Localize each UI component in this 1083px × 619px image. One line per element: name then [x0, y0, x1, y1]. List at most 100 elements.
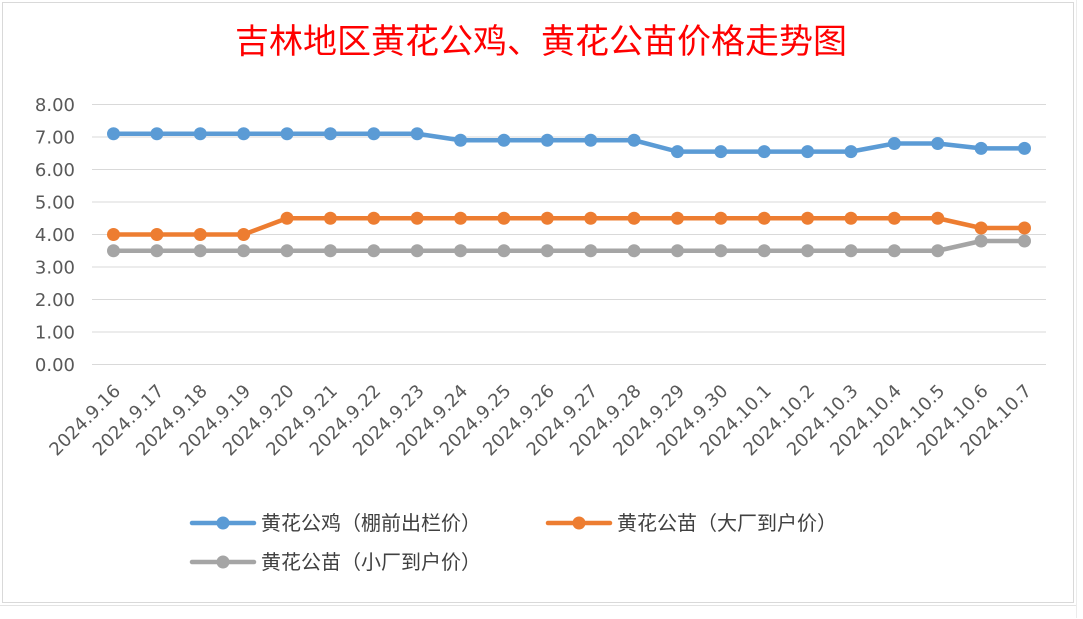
- data-point: [584, 244, 598, 258]
- data-point: [107, 127, 120, 141]
- data-point: [193, 244, 207, 258]
- data-point: [974, 221, 988, 235]
- chart-title: 吉林地区黄花公鸡、黄花公苗价格走势图: [235, 22, 847, 62]
- chart-frame[interactable]: [2, 2, 1074, 603]
- y-tick-label: 2.00: [35, 290, 75, 311]
- data-point: [410, 127, 424, 141]
- y-tick-label: 8.00: [35, 95, 75, 116]
- data-point: [323, 127, 337, 141]
- data-point: [670, 244, 684, 258]
- data-point: [627, 133, 641, 147]
- data-point: [193, 127, 207, 141]
- data-point: [410, 211, 424, 225]
- data-point: [280, 211, 294, 225]
- series-line: [111, 216, 1027, 237]
- data-point: [887, 244, 901, 258]
- data-point: [1018, 141, 1031, 155]
- data-point: [584, 133, 598, 147]
- data-point: [844, 244, 858, 258]
- data-point: [931, 244, 945, 258]
- data-point: [670, 145, 684, 159]
- data-point: [757, 145, 771, 159]
- y-tick-label: 5.00: [35, 193, 75, 214]
- data-point: [107, 228, 120, 241]
- data-point: [844, 145, 858, 159]
- data-point: [714, 244, 728, 258]
- sheet-edge: [1076, 0, 1083, 618]
- data-point: [757, 244, 771, 258]
- data-point: [193, 228, 207, 241]
- data-point: [844, 211, 858, 225]
- data-point: [627, 211, 641, 225]
- legend-swatch-marker: [216, 555, 230, 569]
- y-tick-label: 7.00: [35, 128, 75, 149]
- data-point: [237, 127, 251, 141]
- data-point: [801, 145, 815, 159]
- y-tick-label: 6.00: [35, 160, 75, 181]
- data-point: [150, 127, 164, 141]
- data-point: [454, 211, 468, 225]
- data-point: [931, 137, 945, 150]
- data-point: [1018, 234, 1031, 248]
- data-point: [497, 133, 511, 147]
- series-1: [107, 127, 1031, 159]
- data-point: [670, 211, 684, 225]
- data-point: [714, 145, 728, 159]
- legend-swatch-marker: [572, 516, 586, 530]
- data-point: [367, 211, 381, 225]
- y-tick-label: 3.00: [35, 258, 75, 279]
- legend-label: 黄花公苗（大厂到户价）: [617, 511, 837, 535]
- legend-item[interactable]: 黄花公鸡（棚前出栏价）: [189, 511, 481, 535]
- sheet-gridline: [0, 605, 1083, 619]
- data-point: [974, 141, 988, 155]
- data-point: [540, 211, 554, 225]
- legend: 黄花公鸡（棚前出栏价） 黄花公苗（大厂到户价） 黄花公苗（小厂到户价）: [189, 511, 837, 574]
- data-point: [497, 244, 511, 258]
- data-point: [410, 244, 424, 258]
- data-point: [367, 127, 381, 141]
- data-point: [887, 211, 901, 225]
- data-point: [540, 244, 554, 258]
- legend-item[interactable]: 黄花公苗（小厂到户价）: [189, 550, 481, 574]
- legend-swatch-marker: [216, 516, 230, 530]
- data-point: [280, 244, 294, 258]
- series-lines: [107, 127, 1031, 258]
- data-point: [757, 211, 771, 225]
- data-point: [584, 211, 598, 225]
- y-axis: 0.00 1.00 2.00 3.00 4.00 5.00 6.00 7.00 8.00: [35, 95, 75, 376]
- y-tick-label: 0.00: [35, 355, 75, 376]
- data-point: [801, 244, 815, 258]
- data-point: [323, 211, 337, 225]
- data-point: [323, 244, 337, 258]
- series-3: [107, 234, 1031, 258]
- y-tick-label: 1.00: [35, 323, 75, 344]
- data-point: [150, 228, 164, 241]
- data-point: [497, 211, 511, 225]
- data-point: [237, 244, 251, 258]
- legend-item[interactable]: 黄花公苗（大厂到户价）: [545, 511, 837, 535]
- data-point: [367, 244, 381, 258]
- data-point: [974, 234, 988, 248]
- data-point: [801, 211, 815, 225]
- data-point: [454, 133, 468, 147]
- series-line: [111, 238, 1027, 253]
- data-point: [540, 133, 554, 147]
- data-point: [150, 244, 164, 258]
- y-tick-label: 4.00: [35, 225, 75, 246]
- data-point: [627, 244, 641, 258]
- data-point: [1018, 221, 1031, 235]
- x-axis: 2024.9.162024.9.172024.9.182024.9.192024…: [45, 381, 1036, 461]
- series-line: [111, 131, 1027, 154]
- gridlines: [92, 104, 1046, 365]
- data-point: [237, 228, 251, 241]
- legend-label: 黄花公苗（小厂到户价）: [261, 550, 481, 574]
- data-point: [280, 127, 294, 141]
- data-point: [454, 244, 468, 258]
- data-point: [107, 244, 120, 258]
- data-point: [931, 211, 945, 225]
- data-point: [714, 211, 728, 225]
- series-2: [107, 211, 1031, 241]
- data-point: [887, 137, 901, 150]
